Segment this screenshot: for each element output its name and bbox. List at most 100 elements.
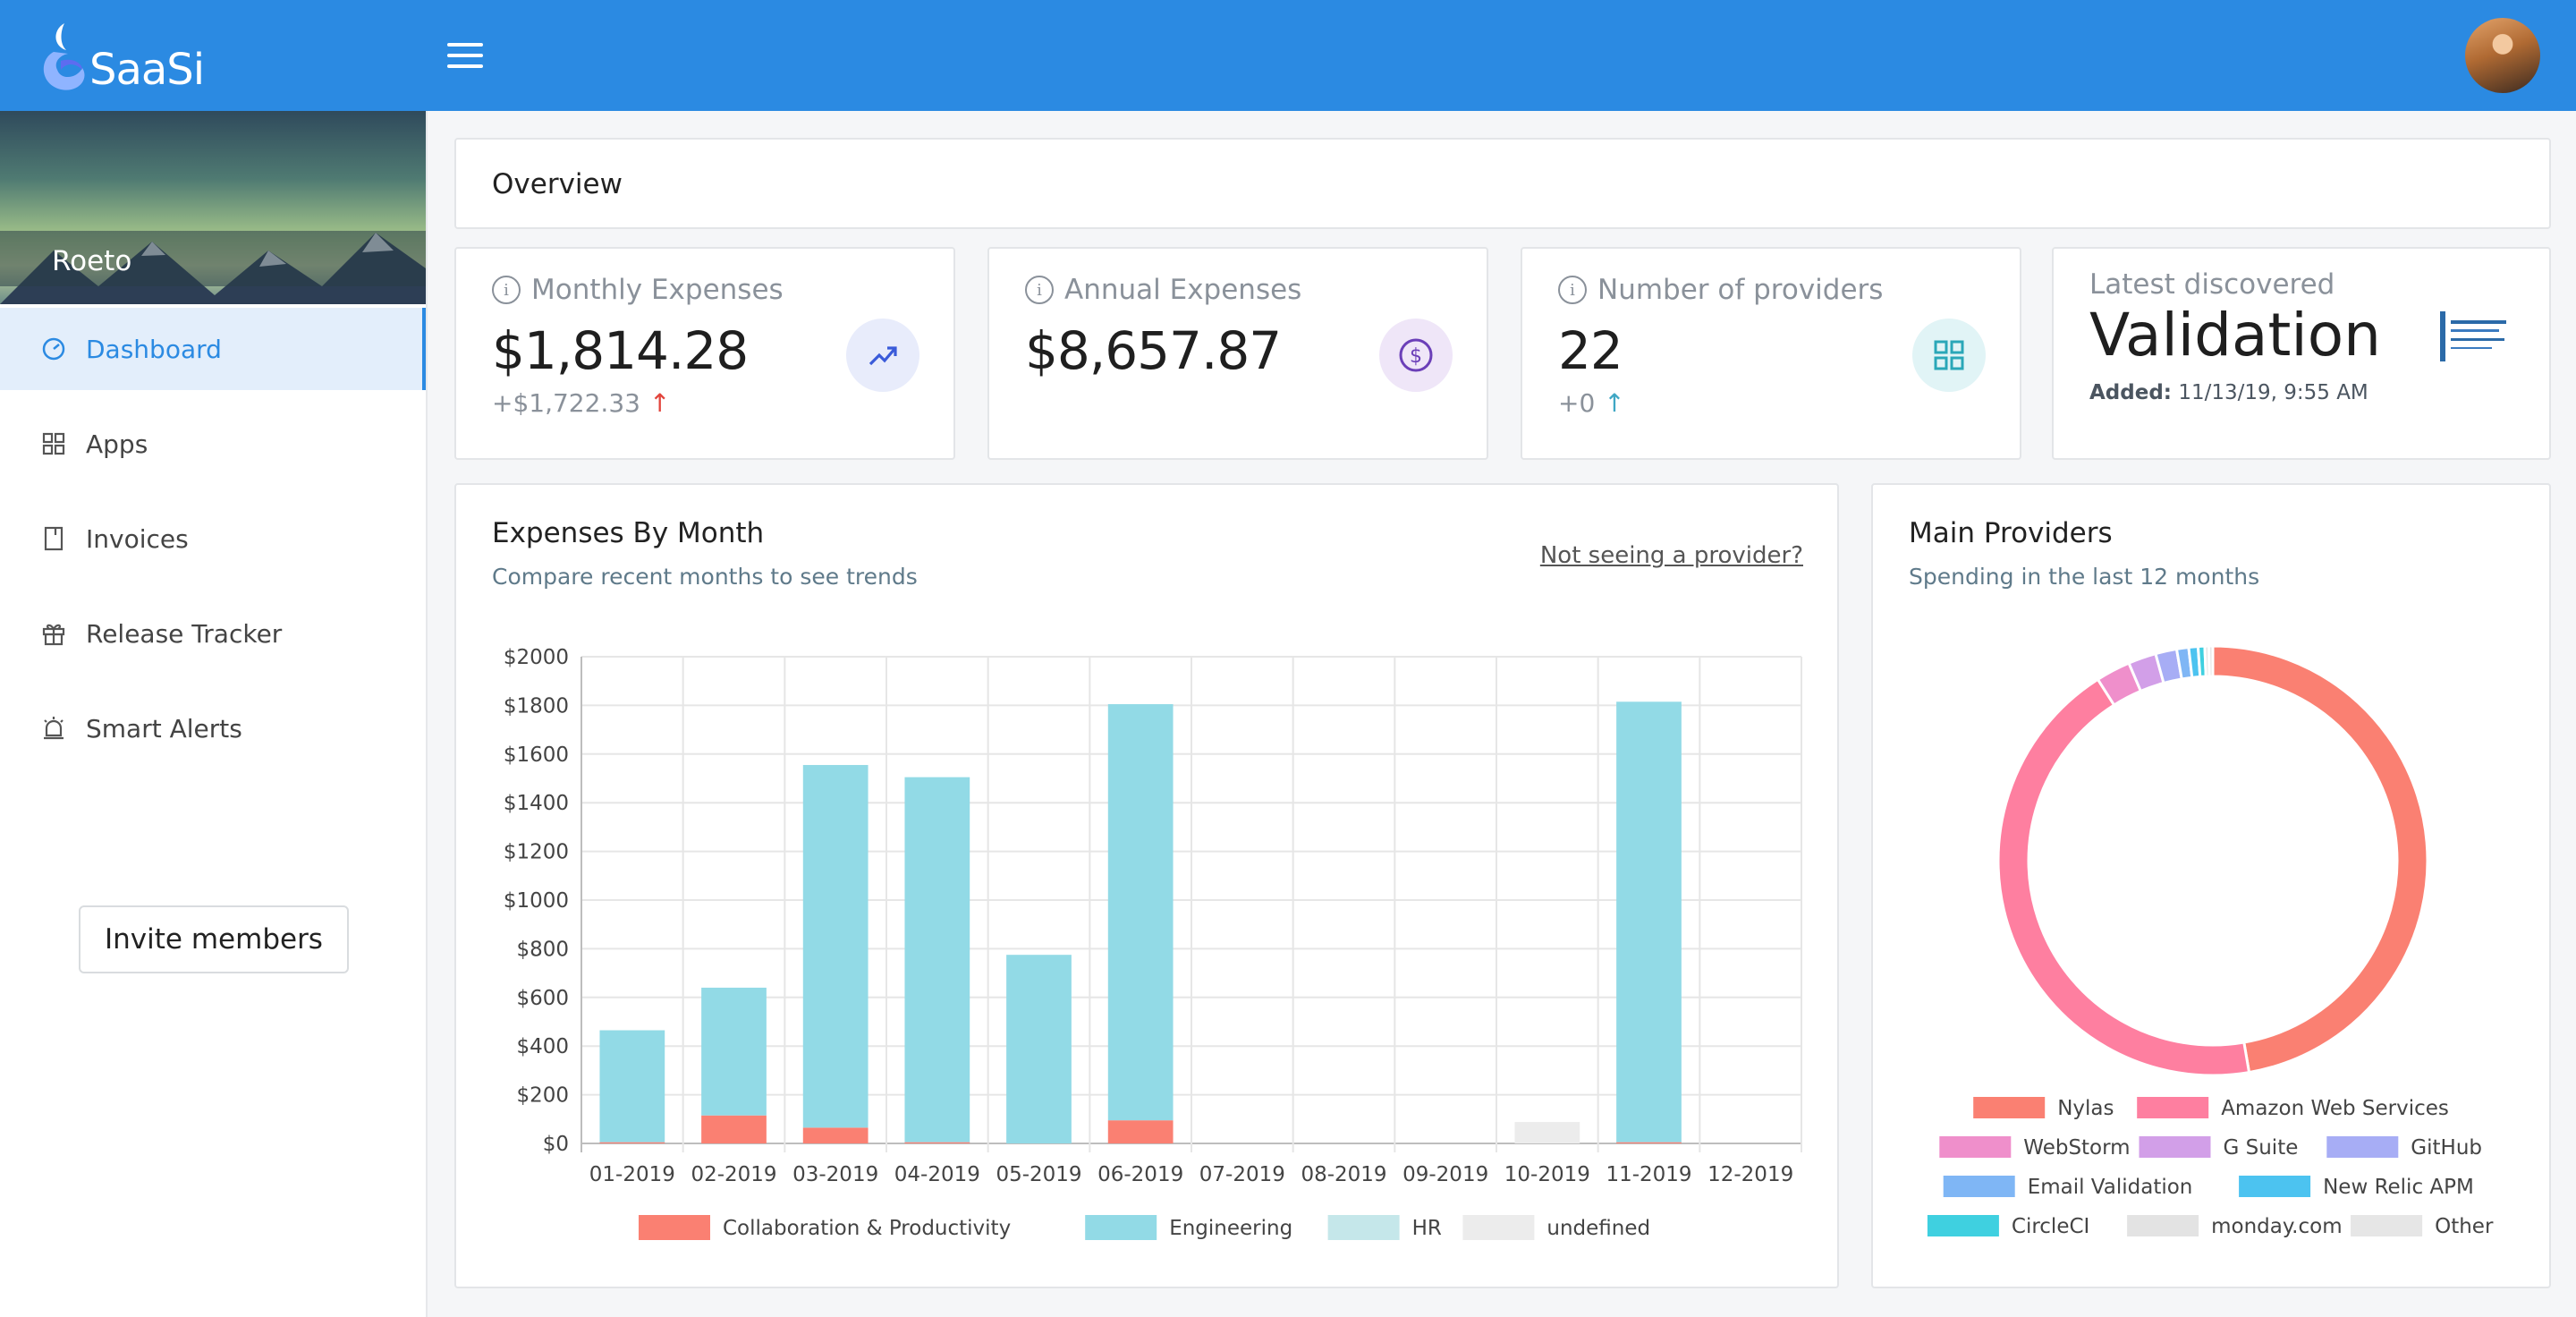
monthly-expenses-delta-row: +$1,722.33 ↑ [492, 388, 670, 418]
legend-label-monday-com[interactable]: monday.com [2211, 1215, 2343, 1238]
legend-swatch-circleci[interactable] [1927, 1215, 1999, 1236]
legend-label-other[interactable]: Other [2435, 1215, 2494, 1238]
slice-amazon-web-services[interactable] [1996, 677, 2251, 1077]
legend-label-undefined[interactable]: undefined [1546, 1217, 1650, 1240]
legend-label-engineering[interactable]: Engineering [1169, 1217, 1292, 1240]
bar-engineering-06-2019[interactable] [1107, 704, 1174, 1121]
providers-count-delta: +0 [1558, 388, 1596, 418]
legend-swatch-nylas[interactable] [1973, 1097, 2046, 1118]
sidebar-item-dashboard[interactable]: Dashboard [0, 308, 426, 390]
info-icon[interactable]: i [1025, 276, 1054, 304]
legend-swatch-engineering[interactable] [1085, 1215, 1157, 1240]
y-tick-label: $2000 [504, 646, 569, 669]
legend-swatch-webstorm[interactable] [1939, 1136, 2012, 1158]
avatar[interactable] [2465, 18, 2540, 93]
legend-label-hr[interactable]: HR [1412, 1217, 1442, 1240]
sidebar-item-label: Smart Alerts [86, 713, 242, 743]
legend-swatch-monday-com[interactable] [2127, 1215, 2199, 1236]
y-tick-label: $400 [516, 1035, 569, 1058]
sidebar-item-label: Invoices [86, 523, 189, 554]
x-tick-label: 03-2019 [792, 1163, 878, 1186]
providers-count-card: i Number of providers 22 +0 ↑ [1521, 247, 2021, 460]
bar-collaboration-productivity-06-2019[interactable] [1107, 1120, 1174, 1143]
legend-label-amazon-web-services[interactable]: Amazon Web Services [2221, 1097, 2449, 1120]
bar-engineering-11-2019[interactable] [1616, 701, 1682, 1143]
saasi-logo[interactable] [27, 16, 197, 97]
bar-undefined-10-2019[interactable] [1514, 1122, 1580, 1143]
x-tick-label: 08-2019 [1301, 1163, 1386, 1186]
sidebar-item-invoices[interactable]: Invoices [0, 497, 426, 580]
legend-label-circleci[interactable]: CircleCI [2012, 1215, 2089, 1238]
sidebar-item-label: Dashboard [86, 334, 222, 364]
legend-swatch-new-relic-apm[interactable] [2239, 1176, 2311, 1197]
legend-label-nylas[interactable]: Nylas [2057, 1097, 2114, 1120]
legend-swatch-collaboration-productivity[interactable] [639, 1215, 710, 1240]
legend-swatch-amazon-web-services[interactable] [2137, 1097, 2209, 1118]
org-name: Roeto [52, 245, 132, 277]
info-icon[interactable]: i [492, 276, 521, 304]
overview-card: Overview [454, 138, 2551, 229]
providers-count-value: 22 [1558, 320, 1623, 381]
monthly-expenses-delta: +$1,722.33 [492, 388, 640, 418]
expenses-chart-title: Expenses By Month [492, 517, 765, 549]
bar-engineering-01-2019[interactable] [599, 1030, 665, 1143]
invite-members-button[interactable]: Invite members [79, 905, 349, 973]
x-tick-label: 10-2019 [1504, 1163, 1590, 1186]
y-tick-label: $600 [516, 987, 569, 1010]
legend-label-collaboration-productivity[interactable]: Collaboration & Productivity [723, 1217, 1011, 1240]
bar-engineering-03-2019[interactable] [802, 765, 869, 1128]
legend-swatch-other[interactable] [2351, 1215, 2423, 1236]
sidebar: Roeto Dashboard Apps Invoices Release Tr… [0, 111, 428, 1317]
y-tick-label: $800 [516, 938, 569, 961]
legend-swatch-hr[interactable] [1327, 1215, 1400, 1240]
legend-swatch-github[interactable] [2326, 1136, 2399, 1158]
legend-label-new-relic-apm[interactable]: New Relic APM [2323, 1176, 2474, 1199]
info-icon[interactable]: i [1558, 276, 1587, 304]
grid-icon [1912, 319, 1986, 392]
providers-count-delta-row: +0 ↑ [1558, 388, 1625, 418]
annual-expenses-label: Annual Expenses [1064, 274, 1302, 306]
monthly-expenses-card: i Monthly Expenses $1,814.28 +$1,722.33 ↑ [454, 247, 955, 460]
sidebar-item-smart-alerts[interactable]: Smart Alerts [0, 687, 426, 769]
alarm-icon [41, 716, 66, 741]
monthly-expenses-label-row: i Monthly Expenses [492, 274, 784, 306]
dollar-icon: $ [1379, 319, 1453, 392]
latest-discovered-value: Validation [2089, 301, 2381, 370]
x-tick-label: 01-2019 [589, 1163, 675, 1186]
bar-collaboration-productivity-02-2019[interactable] [701, 1115, 767, 1143]
sidebar-item-release-tracker[interactable]: Release Tracker [0, 592, 426, 675]
legend-label-github[interactable]: GitHub [2411, 1136, 2482, 1160]
not-seeing-provider-link[interactable]: Not seeing a provider? [1539, 542, 1803, 569]
sidebar-banner [0, 111, 426, 304]
svg-text:$: $ [1410, 345, 1422, 368]
slice-other[interactable] [2207, 644, 2215, 678]
document-icon [41, 526, 66, 551]
y-tick-label: $1400 [504, 792, 569, 815]
x-tick-label: 06-2019 [1097, 1163, 1183, 1186]
slice-nylas[interactable] [2211, 644, 2429, 1075]
sidebar-item-label: Apps [86, 429, 148, 459]
providers-count-label: Number of providers [1597, 274, 1884, 306]
monthly-expenses-value: $1,814.28 [492, 320, 749, 381]
menu-icon[interactable] [447, 43, 483, 70]
legend-swatch-undefined[interactable] [1462, 1215, 1535, 1240]
legend-label-g-suite[interactable]: G Suite [2224, 1136, 2299, 1160]
legend-swatch-email-validation[interactable] [1943, 1176, 2015, 1197]
latest-discovered-card: Latest discovered Validation Added: 11/1… [2052, 247, 2551, 460]
bar-collaboration-productivity-03-2019[interactable] [802, 1127, 869, 1143]
providers-chart-title: Main Providers [1909, 517, 2113, 549]
y-tick-label: $200 [516, 1084, 569, 1108]
monthly-expenses-label: Monthly Expenses [531, 274, 784, 306]
bar-engineering-05-2019[interactable] [1006, 955, 1072, 1143]
bar-engineering-04-2019[interactable] [904, 777, 970, 1143]
y-tick-label: $1800 [504, 694, 569, 718]
y-tick-label: $1200 [504, 841, 569, 864]
y-tick-label: $0 [543, 1133, 569, 1156]
sidebar-item-apps[interactable]: Apps [0, 403, 426, 485]
expenses-by-month-card: Expenses By Month Compare recent months … [454, 483, 1839, 1288]
annual-expenses-card: i Annual Expenses $8,657.87 $ [987, 247, 1488, 460]
legend-swatch-g-suite[interactable] [2139, 1136, 2211, 1158]
legend-label-email-validation[interactable]: Email Validation [2028, 1176, 2193, 1199]
legend-label-webstorm[interactable]: WebStorm [2023, 1136, 2130, 1160]
bar-engineering-02-2019[interactable] [701, 987, 767, 1116]
